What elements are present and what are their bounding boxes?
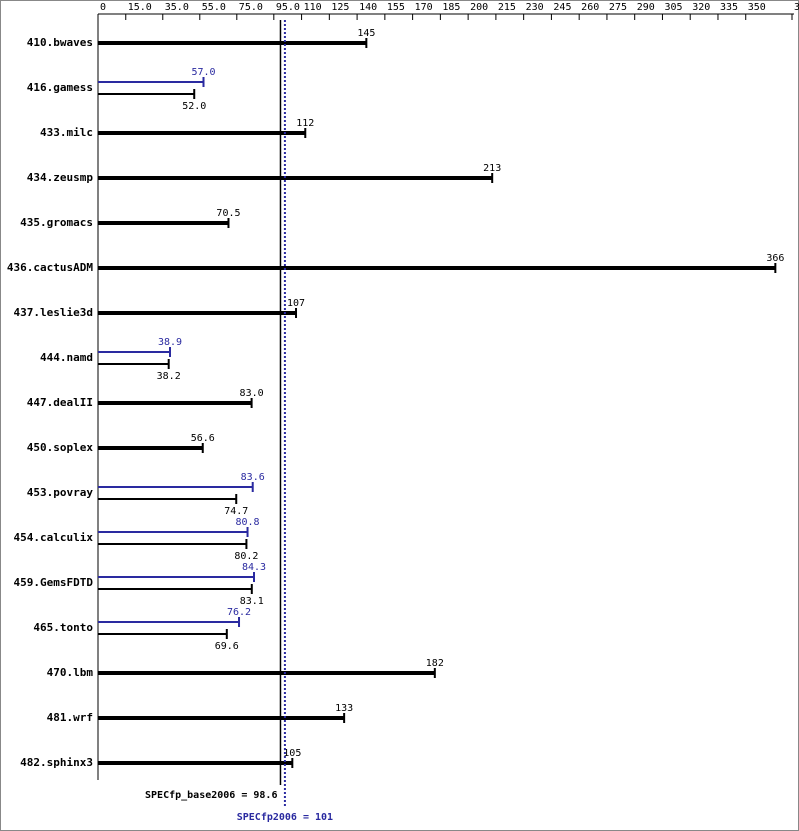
value-label: 133 <box>335 703 353 714</box>
value-label: 57.0 <box>191 67 215 78</box>
value-label: 80.2 <box>234 551 258 562</box>
x-tick-label: 55.0 <box>202 2 226 13</box>
value-label: 145 <box>357 28 375 39</box>
value-label: 52.0 <box>182 101 206 112</box>
value-label: 366 <box>766 253 784 264</box>
x-tick-label: 185 <box>442 2 460 13</box>
category-label: 447.dealII <box>27 396 93 409</box>
value-label: 83.1 <box>240 596 264 607</box>
x-tick-label: 200 <box>470 2 488 13</box>
value-label: 182 <box>426 658 444 669</box>
x-tick-label: 110 <box>304 2 322 13</box>
x-tick-label: 260 <box>581 2 599 13</box>
x-tick-label: 15.0 <box>128 2 152 13</box>
x-tick-label: 350 <box>748 2 766 13</box>
x-tick-label: 155 <box>387 2 405 13</box>
category-label: 450.soplex <box>27 441 94 454</box>
category-label: 410.bwaves <box>27 36 93 49</box>
category-label: 459.GemsFDTD <box>14 576 94 589</box>
value-label: 213 <box>483 163 501 174</box>
category-label: 416.gamess <box>27 81 93 94</box>
value-label: 38.9 <box>158 337 182 348</box>
value-label: 105 <box>283 748 301 759</box>
category-label: 434.zeusmp <box>27 171 94 184</box>
value-label: 80.8 <box>235 517 259 528</box>
reference-label: SPECfp_base2006 = 98.6 <box>145 790 277 801</box>
x-tick-label: 215 <box>498 2 516 13</box>
category-label: 435.gromacs <box>20 216 93 229</box>
category-label: 482.sphinx3 <box>20 756 93 769</box>
value-label: 107 <box>287 298 305 309</box>
x-tick-label: 140 <box>359 2 377 13</box>
category-label: 433.milc <box>40 126 93 139</box>
x-tick-label: 275 <box>609 2 627 13</box>
value-label: 38.2 <box>157 371 181 382</box>
category-label: 453.povray <box>27 486 94 499</box>
x-tick-label: 375 <box>794 2 799 13</box>
x-tick-label: 95.0 <box>276 2 300 13</box>
category-label: 437.leslie3d <box>14 306 93 319</box>
x-tick-label: 305 <box>664 2 682 13</box>
x-tick-label: 35.0 <box>165 2 189 13</box>
category-label: 470.lbm <box>47 666 94 679</box>
value-label: 76.2 <box>227 607 251 618</box>
x-tick-label: 230 <box>526 2 544 13</box>
x-tick-label: 0 <box>100 2 106 13</box>
value-label: 84.3 <box>242 562 266 573</box>
x-tick-label: 335 <box>720 2 738 13</box>
reference-label: SPECfp2006 = 101 <box>237 812 333 823</box>
category-label: 465.tonto <box>33 621 93 634</box>
value-label: 56.6 <box>191 433 215 444</box>
x-tick-label: 170 <box>415 2 433 13</box>
x-tick-label: 125 <box>331 2 349 13</box>
category-label: 436.cactusADM <box>7 261 93 274</box>
category-label: 454.calculix <box>14 531 94 544</box>
value-label: 69.6 <box>215 641 239 652</box>
category-label: 481.wrf <box>47 711 93 724</box>
x-tick-label: 75.0 <box>239 2 263 13</box>
value-label: 70.5 <box>216 208 240 219</box>
category-label: 444.namd <box>40 351 93 364</box>
x-tick-label: 245 <box>553 2 571 13</box>
value-label: 112 <box>296 118 314 129</box>
x-tick-label: 320 <box>692 2 710 13</box>
value-label: 83.0 <box>240 388 264 399</box>
value-label: 83.6 <box>241 472 265 483</box>
x-tick-label: 290 <box>637 2 655 13</box>
value-label: 74.7 <box>224 506 248 517</box>
